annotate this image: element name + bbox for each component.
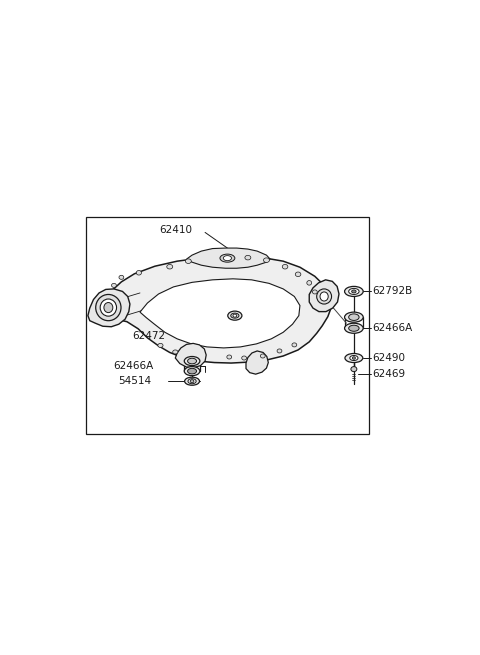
Polygon shape	[97, 256, 332, 363]
Ellipse shape	[167, 265, 173, 269]
Polygon shape	[175, 343, 206, 367]
Ellipse shape	[245, 255, 251, 260]
Ellipse shape	[348, 326, 359, 331]
Ellipse shape	[188, 368, 196, 374]
Text: 62490: 62490	[372, 353, 406, 363]
Ellipse shape	[190, 380, 194, 383]
Text: 54514: 54514	[118, 376, 151, 386]
Ellipse shape	[184, 367, 200, 376]
Ellipse shape	[188, 379, 196, 384]
Ellipse shape	[320, 292, 328, 301]
Bar	[86, 217, 369, 434]
Text: 62410: 62410	[159, 225, 192, 235]
Ellipse shape	[317, 289, 332, 304]
Ellipse shape	[351, 367, 357, 371]
Text: 62466A: 62466A	[372, 324, 413, 333]
Ellipse shape	[264, 258, 269, 263]
Polygon shape	[246, 351, 268, 374]
Polygon shape	[88, 289, 130, 327]
Ellipse shape	[100, 299, 117, 316]
Polygon shape	[140, 279, 300, 348]
Polygon shape	[186, 248, 270, 269]
Ellipse shape	[295, 272, 301, 276]
Ellipse shape	[345, 286, 363, 297]
Ellipse shape	[173, 350, 178, 354]
Ellipse shape	[185, 377, 200, 385]
Ellipse shape	[352, 357, 355, 360]
Text: 62469: 62469	[372, 369, 406, 379]
Ellipse shape	[158, 343, 163, 347]
Ellipse shape	[345, 323, 363, 333]
Ellipse shape	[242, 356, 247, 360]
Ellipse shape	[111, 284, 116, 288]
Text: 62466A: 62466A	[113, 361, 153, 371]
Polygon shape	[309, 280, 339, 312]
Ellipse shape	[104, 303, 113, 312]
Ellipse shape	[260, 354, 265, 358]
Ellipse shape	[307, 280, 312, 285]
Ellipse shape	[220, 254, 235, 262]
Ellipse shape	[228, 311, 242, 320]
Ellipse shape	[184, 356, 200, 365]
Ellipse shape	[348, 314, 359, 320]
Ellipse shape	[345, 312, 363, 322]
Ellipse shape	[312, 290, 317, 294]
Ellipse shape	[185, 259, 192, 263]
Ellipse shape	[188, 358, 196, 364]
Ellipse shape	[223, 255, 231, 261]
Ellipse shape	[233, 314, 237, 317]
Ellipse shape	[231, 313, 239, 318]
Ellipse shape	[350, 356, 358, 360]
Text: 62472: 62472	[132, 331, 165, 341]
Ellipse shape	[352, 290, 356, 293]
Ellipse shape	[119, 275, 124, 279]
Ellipse shape	[277, 349, 282, 353]
Ellipse shape	[96, 295, 121, 321]
Ellipse shape	[227, 355, 232, 359]
Ellipse shape	[348, 288, 359, 295]
Ellipse shape	[282, 265, 288, 269]
Ellipse shape	[292, 343, 297, 347]
Text: 62792B: 62792B	[372, 286, 413, 297]
Ellipse shape	[345, 354, 363, 363]
Ellipse shape	[136, 271, 142, 275]
